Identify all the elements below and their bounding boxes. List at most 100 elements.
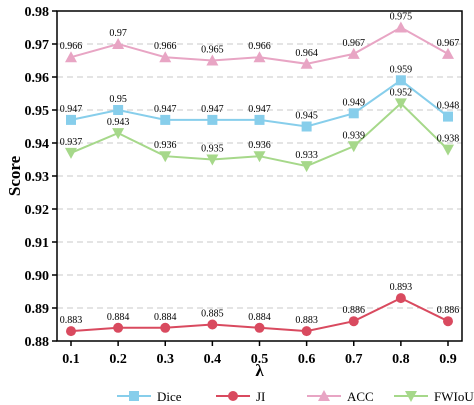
data-point bbox=[65, 147, 77, 159]
data-point bbox=[113, 105, 124, 115]
series-fwiou: 0.937 0.943 0.936 0.935 0.936 0.933 0.939 0.952… bbox=[60, 87, 460, 173]
series-dice: 0.947 0.95 0.947 0.947 0.947 0.945 0.949 0.959 0… bbox=[60, 64, 460, 132]
data-point bbox=[301, 121, 312, 132]
data-label: 0.975 bbox=[390, 12, 413, 23]
data-label: 0.966 bbox=[154, 41, 177, 52]
x-axis: 0.1 0.2 0.3 0.4 0.5 0.6 0.7 0.8 0.9 bbox=[62, 341, 457, 367]
data-label: 0.967 bbox=[437, 38, 460, 49]
legend-marker bbox=[405, 391, 417, 402]
data-point bbox=[395, 293, 406, 304]
x-tick-label: 0.4 bbox=[204, 352, 222, 367]
data-label: 0.947 bbox=[248, 104, 271, 115]
legend-marker bbox=[228, 391, 238, 401]
data-label: 0.936 bbox=[154, 140, 177, 151]
data-point bbox=[442, 47, 454, 59]
series-acc: 0.966 0.97 0.966 0.965 0.966 0.964 0.967 0.975 0… bbox=[60, 12, 460, 69]
data-label: 0.936 bbox=[248, 140, 271, 151]
data-point bbox=[347, 47, 360, 59]
data-point bbox=[348, 108, 359, 119]
y-tick-label: 0.98 bbox=[25, 5, 50, 20]
data-point bbox=[301, 326, 312, 337]
data-point bbox=[443, 111, 453, 122]
data-label: 0.966 bbox=[60, 41, 83, 52]
y-tick-label: 0.94 bbox=[25, 137, 50, 152]
data-point bbox=[254, 114, 265, 125]
data-point bbox=[66, 326, 76, 337]
y-tick-label: 0.93 bbox=[25, 170, 50, 185]
data-label: 0.964 bbox=[295, 48, 318, 59]
y-tick-label: 0.89 bbox=[25, 302, 50, 317]
legend-item-dice: Dice bbox=[117, 389, 182, 404]
data-label: 0.937 bbox=[60, 137, 83, 148]
data-label: 0.933 bbox=[295, 150, 318, 161]
data-point bbox=[347, 141, 360, 153]
data-point bbox=[442, 144, 454, 156]
y-tick-label: 0.90 bbox=[25, 269, 50, 284]
data-label: 0.97 bbox=[109, 28, 127, 39]
x-tick-label: 0.3 bbox=[157, 352, 175, 367]
legend-item-fwiou: FWIoU bbox=[394, 389, 474, 404]
data-label: 0.947 bbox=[60, 104, 83, 115]
data-point bbox=[159, 51, 172, 63]
series-ji: 0.883 0.884 0.884 0.885 0.884 0.883 0.886 0.893… bbox=[60, 282, 460, 337]
data-point bbox=[65, 51, 77, 63]
y-axis-title: Score bbox=[5, 155, 24, 196]
data-point bbox=[160, 322, 171, 333]
y-tick-label: 0.96 bbox=[25, 71, 50, 86]
legend-item-acc: ACC bbox=[307, 389, 374, 404]
data-point bbox=[207, 319, 218, 330]
data-point bbox=[394, 21, 407, 33]
data-label: 0.886 bbox=[437, 305, 460, 316]
legend: Dice JI ACC FWIoU bbox=[117, 389, 474, 404]
data-point bbox=[206, 154, 219, 166]
y-tick-label: 0.92 bbox=[25, 203, 50, 218]
data-label: 0.883 bbox=[295, 315, 318, 326]
data-label: 0.947 bbox=[154, 104, 177, 115]
x-tick-label: 0.7 bbox=[345, 352, 363, 367]
data-label: 0.943 bbox=[107, 117, 130, 128]
x-tick-label: 0.2 bbox=[109, 352, 127, 367]
y-tick-label: 0.91 bbox=[25, 236, 50, 251]
data-point bbox=[443, 316, 453, 327]
y-tick-label: 0.97 bbox=[25, 38, 50, 53]
data-label: 0.947 bbox=[201, 104, 224, 115]
data-label: 0.967 bbox=[343, 38, 366, 49]
x-tick-label: 0.9 bbox=[439, 352, 457, 367]
x-tick-label: 0.6 bbox=[298, 352, 316, 367]
data-point bbox=[348, 316, 359, 327]
data-label: 0.886 bbox=[343, 305, 366, 316]
data-point bbox=[395, 75, 406, 86]
data-label: 0.938 bbox=[437, 134, 460, 145]
data-point bbox=[207, 114, 218, 125]
legend-label: ACC bbox=[347, 389, 374, 404]
legend-label: Dice bbox=[157, 389, 182, 404]
data-point bbox=[254, 322, 265, 333]
data-label: 0.939 bbox=[343, 130, 366, 141]
data-point bbox=[112, 38, 125, 49]
data-label: 0.965 bbox=[201, 45, 224, 56]
data-label: 0.959 bbox=[390, 64, 413, 75]
x-tick-label: 0.1 bbox=[62, 352, 80, 367]
data-label: 0.95 bbox=[109, 94, 127, 105]
x-tick-label: 0.5 bbox=[251, 352, 269, 367]
data-point bbox=[160, 114, 171, 125]
legend-item-ji: JI bbox=[216, 389, 265, 404]
data-point bbox=[112, 128, 125, 140]
legend-marker bbox=[129, 391, 139, 401]
x-tick-label: 0.8 bbox=[392, 352, 410, 367]
x-axis-title: λ bbox=[255, 361, 264, 380]
data-label: 0.883 bbox=[60, 315, 83, 326]
legend-marker bbox=[318, 390, 330, 401]
data-label: 0.884 bbox=[248, 312, 271, 323]
data-label: 0.949 bbox=[343, 97, 366, 108]
legend-label: FWIoU bbox=[434, 389, 474, 404]
data-label: 0.884 bbox=[154, 312, 177, 323]
data-point bbox=[159, 151, 172, 163]
data-label: 0.885 bbox=[201, 309, 224, 320]
data-point bbox=[300, 57, 313, 69]
y-tick-label: 0.88 bbox=[25, 335, 50, 350]
data-label: 0.948 bbox=[437, 101, 460, 112]
data-label: 0.966 bbox=[248, 41, 271, 52]
